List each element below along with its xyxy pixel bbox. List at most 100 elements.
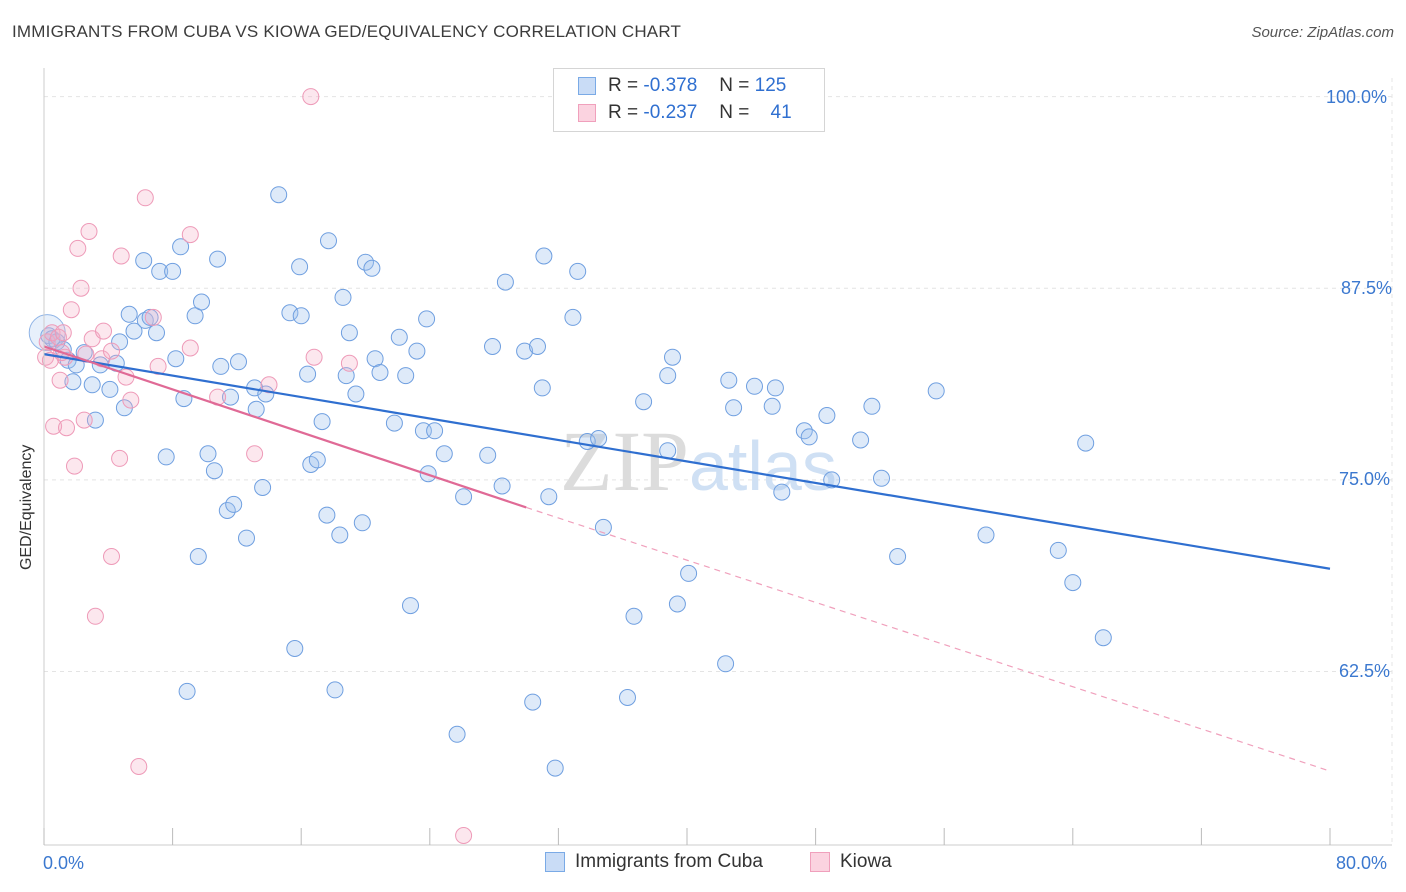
cuba-point bbox=[212, 357, 230, 375]
cuba-point bbox=[863, 397, 881, 415]
cuba-point bbox=[308, 451, 326, 469]
cuba-point bbox=[83, 376, 101, 394]
cuba-point bbox=[569, 262, 587, 280]
legend-item-cuba: Immigrants from Cuba bbox=[545, 851, 763, 873]
kiowa-point bbox=[58, 419, 75, 437]
cuba-point bbox=[720, 371, 738, 389]
kiowa-point bbox=[80, 223, 98, 240]
cuba-point bbox=[479, 446, 497, 464]
trend-lines bbox=[43, 345, 1331, 772]
kiowa-point bbox=[246, 445, 264, 463]
kiowa-point bbox=[37, 348, 55, 366]
kiowa-point bbox=[54, 324, 72, 342]
cuba-point bbox=[535, 247, 553, 265]
r-value: -0.378 bbox=[643, 75, 698, 96]
cuba-point bbox=[340, 324, 358, 342]
r-label: R = bbox=[608, 75, 639, 96]
cuba-point bbox=[725, 399, 743, 417]
cuba-point bbox=[766, 379, 784, 397]
cuba-point bbox=[818, 407, 836, 424]
kiowa-point bbox=[340, 354, 358, 372]
kiowa-point bbox=[66, 457, 83, 475]
cuba-point bbox=[205, 462, 223, 480]
cuba-point bbox=[524, 693, 542, 711]
kiowa-point bbox=[111, 449, 129, 467]
cuba-point bbox=[668, 595, 686, 613]
cuba-point bbox=[292, 307, 310, 325]
legend-label: Kiowa bbox=[840, 851, 892, 872]
cuba-point bbox=[659, 367, 677, 385]
cuba-point bbox=[347, 385, 365, 403]
r-label: R = bbox=[608, 102, 639, 123]
kiowa-point bbox=[95, 322, 112, 340]
cuba-point bbox=[1077, 434, 1095, 452]
cuba-point bbox=[418, 310, 436, 328]
cuba-point bbox=[533, 379, 551, 397]
cuba-point bbox=[516, 342, 534, 360]
cuba-point bbox=[299, 365, 317, 383]
cuba-point bbox=[484, 338, 501, 355]
cuba-point bbox=[209, 250, 227, 268]
legend-row-kiowa: R = -0.237 N = 41 bbox=[578, 101, 792, 125]
cuba-point bbox=[318, 506, 336, 524]
cuba-point bbox=[664, 348, 681, 366]
kiowa-point bbox=[51, 371, 69, 389]
cuba-point bbox=[357, 253, 374, 271]
cuba-point bbox=[230, 353, 247, 371]
cuba-point bbox=[148, 324, 165, 342]
cuba-point bbox=[363, 259, 381, 277]
cuba-point bbox=[619, 689, 636, 706]
kiowa-point bbox=[62, 301, 80, 319]
y-tick-label: 100.0% bbox=[1326, 87, 1388, 107]
n-label: N = bbox=[719, 102, 750, 123]
cuba-point bbox=[889, 548, 907, 565]
cuba-point bbox=[222, 388, 239, 406]
cuba-point bbox=[189, 548, 207, 565]
cuba-point bbox=[717, 655, 735, 673]
kiowa-point bbox=[455, 827, 473, 844]
x-tick-label: 80.0% bbox=[1336, 853, 1388, 873]
cuba-point bbox=[199, 445, 217, 463]
cuba-point bbox=[320, 232, 337, 250]
y-tick-label: 75.0% bbox=[1339, 469, 1391, 489]
cuba-point bbox=[1049, 541, 1067, 559]
cuba-point bbox=[927, 382, 945, 400]
cuba-point bbox=[218, 502, 236, 519]
legend-item-kiowa: Kiowa bbox=[810, 851, 892, 873]
cuba-point bbox=[64, 373, 82, 391]
cuba-point bbox=[402, 597, 419, 615]
legend-swatch-kiowa bbox=[578, 104, 596, 122]
cuba-point bbox=[270, 186, 288, 204]
cuba-point bbox=[390, 328, 408, 346]
cuba-point bbox=[493, 477, 511, 495]
y-tick-label: 87.5% bbox=[1341, 278, 1393, 298]
cuba-point bbox=[281, 304, 299, 322]
kiowa-point bbox=[305, 348, 323, 366]
cuba-point bbox=[397, 367, 415, 385]
kiowa-point bbox=[122, 391, 140, 409]
kiowa-point bbox=[45, 417, 63, 435]
kiowa-point bbox=[181, 339, 199, 357]
watermark-zip: ZIP bbox=[560, 413, 689, 509]
kiowa-point bbox=[136, 189, 154, 207]
cuba-point bbox=[286, 640, 304, 657]
cuba-point bbox=[151, 262, 169, 280]
cuba-point bbox=[186, 307, 204, 325]
cuba-point bbox=[1094, 629, 1112, 647]
cuba-point bbox=[193, 293, 210, 311]
cuba-point bbox=[852, 431, 870, 449]
cuba-point bbox=[334, 288, 352, 306]
cuba-point bbox=[455, 488, 473, 506]
kiowa-point bbox=[69, 239, 87, 257]
kiowa-point bbox=[103, 548, 120, 565]
kiowa-point bbox=[149, 357, 167, 375]
r-value: -0.237 bbox=[643, 102, 698, 123]
x-tick-label: 0.0% bbox=[43, 853, 85, 873]
series-kiowa-points bbox=[37, 88, 473, 844]
kiowa-point bbox=[130, 758, 148, 775]
cuba-point bbox=[164, 262, 182, 280]
cuba-point bbox=[873, 469, 890, 487]
cuba-point bbox=[291, 258, 309, 276]
kiowa-point bbox=[181, 226, 199, 244]
